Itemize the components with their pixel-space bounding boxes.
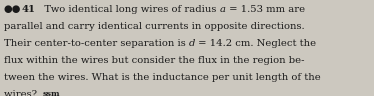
Text: a: a bbox=[220, 5, 226, 14]
Text: = 14.2 cm. Neglect the: = 14.2 cm. Neglect the bbox=[195, 39, 316, 48]
Text: parallel and carry identical currents in opposite directions.: parallel and carry identical currents in… bbox=[4, 22, 304, 31]
Text: wires?: wires? bbox=[4, 90, 43, 96]
Text: Their center-to-center separation is: Their center-to-center separation is bbox=[4, 39, 188, 48]
Text: flux within the wires but consider the flux in the region be-: flux within the wires but consider the f… bbox=[4, 56, 304, 65]
Text: = 1.53 mm are: = 1.53 mm are bbox=[226, 5, 305, 14]
Text: Two identical long wires of radius: Two identical long wires of radius bbox=[35, 5, 220, 14]
Text: ●●: ●● bbox=[4, 5, 21, 14]
Text: ssm: ssm bbox=[43, 90, 61, 96]
Text: 41: 41 bbox=[21, 5, 35, 14]
Text: d: d bbox=[188, 39, 195, 48]
Text: tween the wires. What is the inductance per unit length of the: tween the wires. What is the inductance … bbox=[4, 73, 321, 82]
